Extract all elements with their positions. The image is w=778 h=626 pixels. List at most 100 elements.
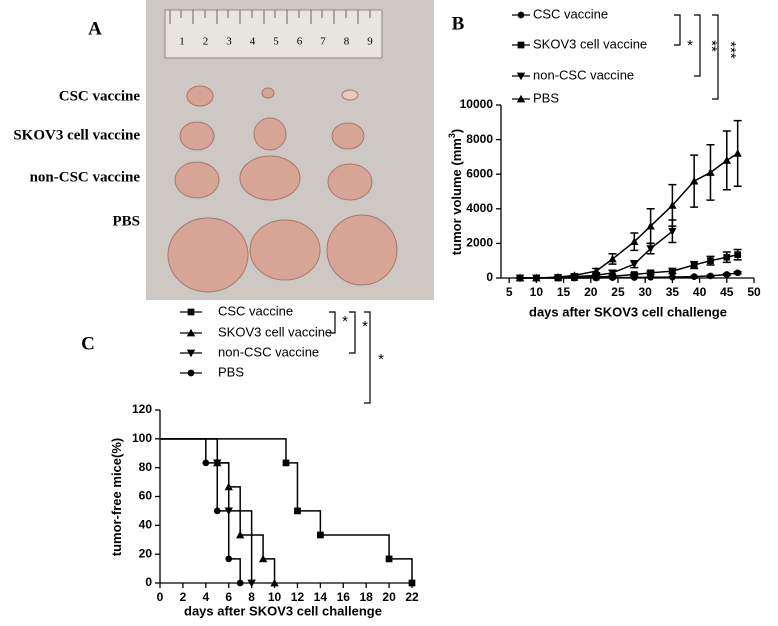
x-tick-label: 15 xyxy=(557,285,571,299)
marker xyxy=(707,257,714,265)
ruler-ticks xyxy=(169,10,371,24)
y-tick-label: 40 xyxy=(139,518,153,532)
x-tick-label: 20 xyxy=(584,285,598,299)
significance-bracket xyxy=(364,311,371,404)
y-tick-label: 20 xyxy=(139,546,153,560)
marker xyxy=(668,201,677,209)
ruler xyxy=(164,9,383,59)
marker xyxy=(723,253,731,261)
ruler-label: 5 xyxy=(273,36,279,48)
y-tick-label: 0 xyxy=(486,270,493,284)
marker xyxy=(187,308,195,316)
legend-label: CSC vaccine xyxy=(218,303,293,318)
legend-label: CSC vaccine xyxy=(533,6,608,21)
x-tick-label: 10 xyxy=(268,590,282,604)
ruler-label: 6 xyxy=(297,36,303,48)
y-axis-title-text: tumor volume (mm xyxy=(449,138,464,255)
tumor-samples xyxy=(167,85,398,293)
photo-panel: A xyxy=(88,0,434,300)
ruler-label: 8 xyxy=(344,36,350,48)
series-line xyxy=(520,152,739,279)
y-tick-label: 6000 xyxy=(466,166,493,180)
marker xyxy=(317,531,324,539)
marker xyxy=(630,260,639,269)
x-tick-label: 18 xyxy=(360,590,374,604)
survival-curve xyxy=(160,438,413,583)
marker xyxy=(570,271,579,279)
significance-bracket xyxy=(349,311,356,354)
y-axis-title: tumor volume (mm3) xyxy=(447,129,464,255)
ruler-label: 3 xyxy=(226,36,232,48)
panel-label: C xyxy=(81,333,95,354)
marker xyxy=(187,369,195,377)
x-tick-label: 22 xyxy=(405,590,419,604)
x-tick-label: 35 xyxy=(666,285,680,299)
x-tick-label: 50 xyxy=(747,285,761,299)
x-tick-label: 45 xyxy=(720,285,734,299)
marker xyxy=(734,251,742,259)
x-tick-label: 30 xyxy=(639,285,653,299)
marker xyxy=(247,579,256,588)
marker xyxy=(282,459,290,467)
y-tick-label: 60 xyxy=(139,489,153,503)
survival-curve xyxy=(160,438,253,583)
y-tick-label: 120 xyxy=(132,402,152,416)
ruler-label: 9 xyxy=(367,36,373,48)
panel-label: B xyxy=(452,13,465,34)
x-tick-label: 0 xyxy=(157,590,164,604)
marker xyxy=(647,269,654,277)
row-label: PBS xyxy=(112,213,140,229)
x-tick-label: 2 xyxy=(180,590,187,604)
marker xyxy=(202,459,210,467)
y-axis-title-end: ) xyxy=(449,129,464,133)
marker xyxy=(669,273,676,281)
marker xyxy=(258,554,268,563)
marker xyxy=(235,530,245,539)
ruler-label: 1 xyxy=(179,36,185,48)
marker xyxy=(592,266,601,275)
y-tick-label: 10000 xyxy=(460,97,494,111)
significance-bracket xyxy=(674,14,681,46)
marker xyxy=(186,328,196,337)
marker xyxy=(270,578,279,587)
significance-bracket xyxy=(712,14,719,100)
x-axis-title: days after SKOV3 cell challenge xyxy=(529,304,727,319)
marker xyxy=(646,221,655,230)
marker xyxy=(723,271,731,278)
marker xyxy=(385,555,393,563)
y-axis-title: tumor-free mice(%) xyxy=(109,438,124,556)
legend-label: non-CSC vaccine xyxy=(218,344,319,359)
marker xyxy=(733,149,742,157)
marker xyxy=(408,579,416,587)
x-tick-label: 5 xyxy=(506,285,513,299)
marker xyxy=(707,272,714,280)
x-axis-title: days after SKOV3 cell challenge xyxy=(184,603,382,618)
marker xyxy=(734,269,742,277)
y-axis-title-sup: 3 xyxy=(447,133,457,138)
x-tick-label: 16 xyxy=(337,590,351,604)
marker xyxy=(630,237,639,246)
x-tick-label: 14 xyxy=(314,590,328,604)
marker xyxy=(186,349,196,358)
x-tick-label: 6 xyxy=(225,590,232,604)
ruler-label: 4 xyxy=(250,36,256,48)
marker xyxy=(213,507,221,515)
marker xyxy=(516,94,526,103)
y-axis-title-text: tumor-free mice(%) xyxy=(109,438,124,556)
y-tick-label: 2000 xyxy=(466,236,493,250)
significance-label: * xyxy=(687,37,693,54)
marker xyxy=(668,227,677,236)
marker xyxy=(553,272,563,281)
marker xyxy=(669,267,676,275)
significance-bracket xyxy=(694,14,701,77)
ruler-label: 2 xyxy=(203,36,209,48)
x-tick-label: 10 xyxy=(530,285,544,299)
x-tick-label: 25 xyxy=(611,285,625,299)
y-tick-label: 100 xyxy=(132,431,152,445)
marker xyxy=(294,507,301,515)
marker xyxy=(690,261,698,269)
y-tick-label: 8000 xyxy=(466,132,493,146)
significance-label: * xyxy=(362,318,368,335)
row-label: CSC vaccine xyxy=(59,88,141,104)
